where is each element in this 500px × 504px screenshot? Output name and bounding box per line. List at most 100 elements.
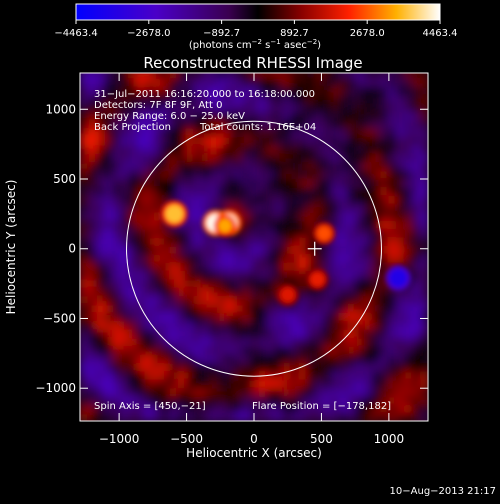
- texture-cell: [136, 169, 146, 179]
- texture-cell: [128, 354, 138, 363]
- texture-cell: [169, 379, 178, 389]
- texture-cell: [298, 73, 308, 79]
- texture-cell: [322, 337, 332, 347]
- texture-cell: [355, 354, 364, 363]
- texture-cell: [363, 169, 372, 179]
- texture-cell: [355, 337, 364, 347]
- texture-cell: [249, 161, 259, 171]
- texture-cell: [282, 86, 291, 96]
- texture-cell: [330, 345, 340, 355]
- texture-cell: [177, 395, 186, 405]
- texture-cell: [128, 362, 138, 372]
- texture-cell: [282, 253, 291, 263]
- texture-cell: [88, 354, 97, 363]
- texture-cell: [298, 211, 308, 221]
- texture-cell: [120, 203, 130, 213]
- texture-cell: [290, 253, 300, 263]
- texture-cell: [120, 211, 130, 221]
- texture-cell: [169, 412, 178, 421]
- texture-cell: [387, 169, 397, 179]
- y-tick-label: 500: [53, 172, 76, 186]
- texture-cell: [330, 245, 340, 255]
- texture-cell: [274, 178, 283, 188]
- texture-cell: [177, 94, 186, 104]
- texture-cell: [112, 186, 121, 196]
- texture-cell: [363, 387, 372, 397]
- texture-cell: [298, 245, 308, 255]
- texture-cell: [152, 203, 162, 213]
- texture-cell: [209, 102, 219, 112]
- texture-cell: [363, 128, 372, 137]
- texture-cell: [355, 102, 364, 112]
- texture-cell: [104, 119, 113, 129]
- texture-cell: [104, 220, 113, 230]
- texture-cell: [379, 86, 389, 96]
- texture-cell: [104, 102, 113, 112]
- texture-cell: [144, 287, 154, 296]
- texture-cell: [80, 287, 89, 296]
- texture-cell: [298, 102, 308, 112]
- texture-cell: [225, 77, 235, 87]
- texture-cell: [201, 412, 210, 421]
- texture-cell: [80, 178, 89, 188]
- texture-cell: [403, 261, 413, 271]
- texture-cell: [322, 178, 332, 188]
- texture-cell: [314, 404, 324, 414]
- texture-cell: [411, 228, 421, 238]
- texture-cell: [330, 169, 340, 179]
- texture-cell: [363, 295, 372, 305]
- texture-cell: [338, 220, 348, 230]
- x-axis-label: Heliocentric X (arcsec): [186, 446, 322, 460]
- texture-cell: [355, 253, 364, 263]
- texture-cell: [177, 186, 186, 196]
- texture-cell: [403, 303, 413, 313]
- texture-cell: [112, 387, 121, 397]
- texture-cell: [80, 261, 89, 271]
- texture-cell: [144, 270, 154, 280]
- texture-cell: [136, 119, 146, 129]
- texture-cell: [371, 178, 380, 188]
- texture-cell: [387, 320, 397, 330]
- texture-cell: [193, 94, 202, 104]
- texture-cell: [152, 395, 162, 405]
- texture-cell: [322, 395, 332, 405]
- texture-cell: [387, 303, 397, 313]
- texture-cell: [322, 354, 332, 363]
- texture-cell: [298, 337, 308, 347]
- texture-cell: [88, 345, 97, 355]
- texture-cell: [160, 195, 170, 204]
- texture-cell: [136, 404, 146, 414]
- texture-cell: [379, 253, 389, 263]
- texture-cell: [282, 136, 291, 146]
- texture-cell: [322, 86, 332, 96]
- texture-cell: [411, 94, 421, 104]
- texture-cell: [266, 94, 275, 104]
- texture-cell: [347, 236, 356, 246]
- texture-cell: [371, 387, 380, 397]
- texture-cell: [379, 178, 389, 188]
- texture-cell: [201, 261, 210, 271]
- texture-cell: [96, 379, 105, 389]
- texture-cell: [144, 295, 154, 305]
- texture-cell: [306, 178, 316, 188]
- texture-cell: [371, 203, 380, 213]
- texture-cell: [193, 195, 202, 204]
- texture-cell: [395, 94, 405, 104]
- texture-cell: [120, 253, 130, 263]
- texture-cell: [104, 73, 113, 79]
- texture-cell: [411, 270, 421, 280]
- texture-cell: [169, 261, 178, 271]
- texture-cell: [217, 287, 227, 296]
- texture-cell: [411, 86, 421, 96]
- source-core: [165, 204, 184, 223]
- texture-cell: [314, 186, 324, 196]
- texture-cell: [120, 111, 130, 121]
- texture-cell: [314, 261, 324, 271]
- texture-cell: [249, 178, 259, 188]
- texture-cell: [217, 362, 227, 372]
- texture-cell: [80, 278, 89, 288]
- texture-cell: [290, 102, 300, 112]
- texture-cell: [395, 253, 405, 263]
- texture-cell: [233, 337, 243, 347]
- y-tick-label: −500: [43, 311, 76, 325]
